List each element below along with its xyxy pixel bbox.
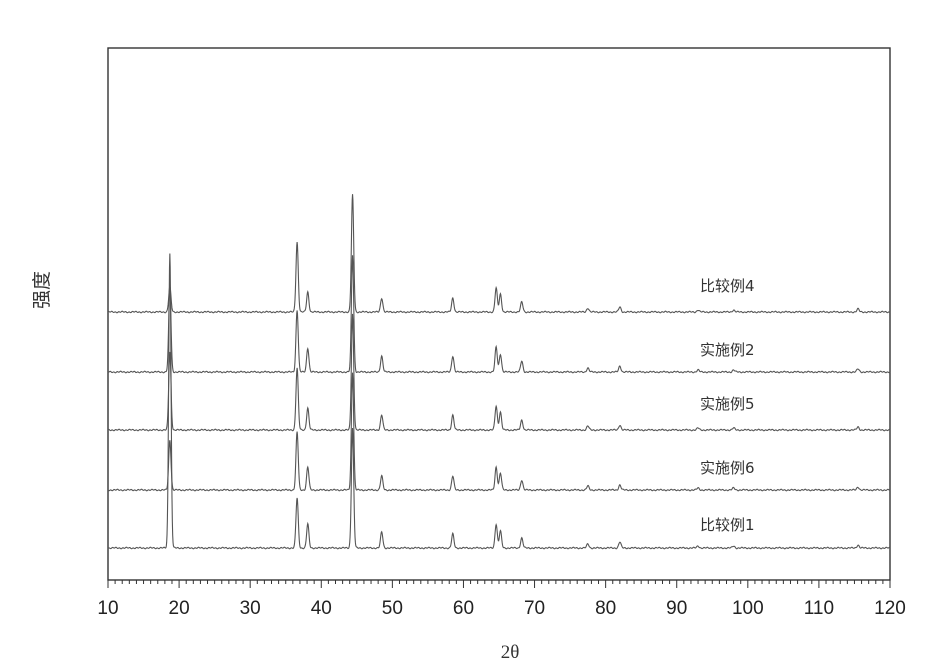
x-tick-label: 60 bbox=[453, 598, 474, 619]
x-tick-label: 10 bbox=[97, 598, 118, 619]
series-label: 比较例4 bbox=[700, 277, 755, 295]
series-line bbox=[107, 253, 891, 550]
x-tick-label: 90 bbox=[666, 598, 687, 619]
x-tick-label: 40 bbox=[311, 598, 332, 619]
x-tick-label: 120 bbox=[874, 598, 906, 619]
series-label: 实施例6 bbox=[700, 459, 755, 477]
x-axis-title: 2θ bbox=[501, 642, 520, 663]
series-line bbox=[107, 255, 891, 374]
plot-area-border bbox=[107, 47, 891, 581]
x-tick-label: 50 bbox=[382, 598, 403, 619]
series-label: 比较例1 bbox=[700, 516, 755, 534]
plot-frame bbox=[107, 47, 891, 581]
x-tick-label: 20 bbox=[169, 598, 190, 619]
series-labels: 比较例4 实施例2 实施例5 实施例6 比较例1 bbox=[700, 277, 755, 534]
x-tick-label: 30 bbox=[240, 598, 261, 619]
x-tick-label: 70 bbox=[524, 598, 545, 619]
x-tick-label: 110 bbox=[804, 598, 834, 619]
x-tick-label: 100 bbox=[732, 598, 764, 619]
series-traces bbox=[107, 194, 891, 550]
series-label: 实施例2 bbox=[700, 341, 755, 359]
series-line bbox=[107, 313, 891, 432]
x-axis-ticks: 10 20 30 40 50 60 70 80 90 100 110 120 bbox=[97, 580, 906, 619]
y-axis-title: 强度 bbox=[31, 271, 53, 309]
series-label: 实施例5 bbox=[700, 395, 755, 413]
series-line bbox=[107, 372, 891, 492]
x-tick-label: 80 bbox=[595, 598, 616, 619]
series-line bbox=[107, 194, 891, 314]
